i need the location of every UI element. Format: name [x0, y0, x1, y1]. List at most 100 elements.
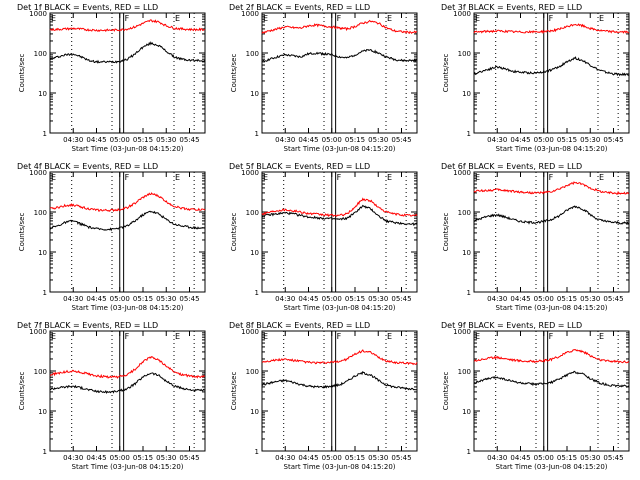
x-tick-label: 04:30 [487, 454, 507, 462]
events-series-line [261, 49, 418, 63]
lld-series-line [261, 197, 418, 218]
y-tick-label: 100 [458, 50, 471, 58]
detector-plot-3: Det 3f BLACK = Events, RED = LLD 1 10 100 10… [441, 3, 630, 153]
x-tick-label: 04:30 [487, 136, 507, 144]
y-tick-label: 100 [458, 209, 471, 217]
y-tick-label: 100 [34, 368, 47, 376]
events-series-line [473, 370, 630, 388]
x-tick-label: 04:30 [275, 295, 295, 303]
x-tick-label: 05:15 [133, 295, 153, 303]
y-tick-label: 10 [38, 249, 47, 257]
y-tick-label: 10 [250, 90, 259, 98]
y-tick-label: 1000 [241, 10, 259, 18]
y-tick-label: 10 [462, 249, 471, 257]
corner-marker: E [475, 332, 480, 341]
plot-frame [49, 330, 206, 452]
x-tick-label: 05:30 [156, 454, 176, 462]
events-series-line [49, 41, 206, 64]
detector-plot-6: Det 6f BLACK = Events, RED = LLD 1 10 100 10… [441, 162, 630, 312]
detector-plot-2: Det 2f BLACK = Events, RED = LLD 1 10 100 10… [229, 3, 418, 153]
x-tick-label: 05:15 [133, 136, 153, 144]
events-series-line [49, 210, 206, 232]
x-tick-label: 05:30 [580, 454, 600, 462]
x-tick-label: 04:45 [510, 454, 530, 462]
x-tick-label: 04:30 [63, 136, 83, 144]
corner-marker: E [51, 14, 56, 23]
corner-marker: E [387, 332, 392, 341]
corner-marker: F [549, 173, 554, 182]
corner-marker: E [599, 332, 604, 341]
plot-title: Det 9f BLACK = Events, RED = LLD [441, 321, 582, 330]
corner-marker: F [549, 14, 554, 23]
x-tick-label: 04:30 [63, 295, 83, 303]
x-tick-label: 04:45 [86, 136, 106, 144]
plot-title: Det 3f BLACK = Events, RED = LLD [441, 3, 582, 12]
y-tick-label: 1000 [453, 328, 471, 336]
plot-frame [261, 330, 418, 452]
x-axis-label: Start Time (03-Jun-08 04:15:20) [496, 304, 608, 312]
plot-title: Det 8f BLACK = Events, RED = LLD [229, 321, 370, 330]
corner-marker: E [175, 14, 180, 23]
x-tick-label: 04:45 [298, 454, 318, 462]
x-axis-label: Start Time (03-Jun-08 04:15:20) [284, 145, 396, 153]
y-axis-label: Counts/sec [18, 372, 26, 411]
x-tick-label: 05:45 [391, 454, 411, 462]
events-series-line [473, 205, 630, 225]
x-tick-label: 05:15 [133, 454, 153, 462]
y-axis-label: Counts/sec [230, 372, 238, 411]
x-tick-label: 05:45 [603, 136, 623, 144]
y-axis-label: Counts/sec [230, 213, 238, 252]
y-tick-label: 1 [467, 289, 471, 297]
y-tick-label: 1 [467, 448, 471, 456]
y-tick-label: 1 [255, 448, 259, 456]
corner-marker: E [175, 332, 180, 341]
y-tick-label: 1000 [241, 328, 259, 336]
x-tick-label: 05:15 [557, 454, 577, 462]
corner-marker: F [337, 14, 342, 23]
y-axis-label: Counts/sec [442, 213, 450, 252]
events-series-line [261, 370, 418, 391]
y-tick-label: 1000 [453, 10, 471, 18]
y-tick-label: 1 [255, 289, 259, 297]
x-axis-label: Start Time (03-Jun-08 04:15:20) [72, 145, 184, 153]
y-tick-label: 1000 [453, 169, 471, 177]
plot-title: Det 6f BLACK = Events, RED = LLD [441, 162, 582, 171]
x-tick-label: 05:30 [580, 136, 600, 144]
x-tick-label: 05:15 [345, 295, 365, 303]
x-tick-label: 04:45 [86, 295, 106, 303]
x-tick-label: 05:00 [322, 136, 342, 144]
x-tick-label: 05:15 [557, 136, 577, 144]
lld-series-line [473, 23, 630, 34]
detector-plot-4: Det 4f BLACK = Events, RED = LLD 1 10 100 10… [17, 162, 206, 312]
x-tick-label: 05:45 [391, 136, 411, 144]
x-tick-label: 05:30 [156, 136, 176, 144]
x-tick-label: 04:30 [275, 454, 295, 462]
x-tick-label: 05:15 [557, 295, 577, 303]
y-tick-label: 1 [43, 130, 47, 138]
x-tick-label: 04:45 [510, 136, 530, 144]
x-tick-label: 05:00 [534, 295, 554, 303]
x-axis-label: Start Time (03-Jun-08 04:15:20) [284, 304, 396, 312]
x-tick-label: 05:00 [110, 136, 130, 144]
plot-frame [49, 12, 206, 134]
plot-title: Det 1f BLACK = Events, RED = LLD [17, 3, 158, 12]
x-tick-label: 04:45 [86, 454, 106, 462]
x-tick-label: 04:45 [510, 295, 530, 303]
y-tick-label: 100 [246, 368, 259, 376]
detector-plot-1: Det 1f BLACK = Events, RED = LLD 1 10 100 10… [17, 3, 206, 153]
plot-frame [261, 171, 418, 293]
events-series-line [49, 372, 206, 395]
corner-marker: F [125, 332, 130, 341]
x-tick-label: 05:45 [391, 295, 411, 303]
y-axis-label: Counts/sec [230, 54, 238, 93]
plot-frame [473, 330, 630, 452]
events-series-line [473, 56, 629, 77]
x-tick-label: 05:00 [110, 295, 130, 303]
y-tick-label: 100 [34, 50, 47, 58]
x-tick-label: 05:30 [156, 295, 176, 303]
corner-marker: E [51, 332, 56, 341]
x-tick-label: 05:00 [322, 295, 342, 303]
x-tick-label: 05:00 [534, 136, 554, 144]
x-tick-label: 05:30 [368, 454, 388, 462]
